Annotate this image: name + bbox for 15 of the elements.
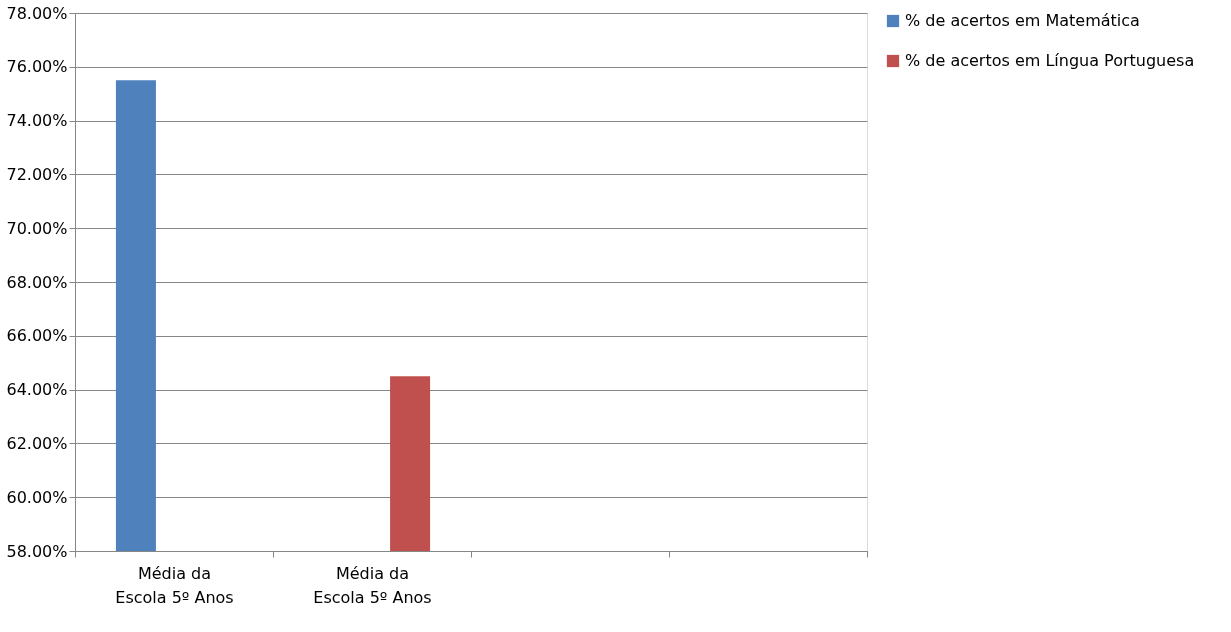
y-tick-label: 60.00%: [6, 487, 68, 507]
y-tick-label: 64.00%: [6, 380, 68, 400]
y-tick-label: 62.00%: [6, 433, 68, 453]
y-tick-label: 70.00%: [6, 218, 68, 238]
y-tick-label: 72.00%: [6, 164, 68, 184]
y-tick-label: 58.00%: [6, 541, 68, 561]
x-tick-label: Média da Escola 5º Anos: [313, 563, 432, 607]
x-tick-label: Média da Escola 5º Anos: [115, 563, 234, 607]
legend-label: % de acertos em Matemática: [905, 11, 1140, 30]
y-tick-label: 76.00%: [6, 57, 68, 77]
y-tick-label: 74.00%: [6, 111, 68, 131]
y-tick-label: 78.00%: [6, 3, 68, 23]
legend-label: % de acertos em Língua Portuguesa: [905, 51, 1195, 70]
y-tick-label: 66.00%: [6, 326, 68, 346]
y-tick-label: 68.00%: [6, 272, 68, 292]
